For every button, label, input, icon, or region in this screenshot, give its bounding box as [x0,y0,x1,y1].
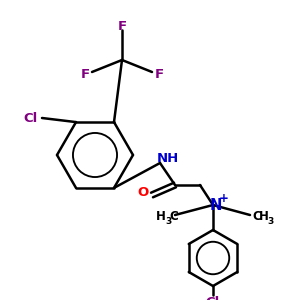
Text: F: F [80,68,90,82]
Text: H: H [156,211,166,224]
Text: +: + [219,193,229,206]
Text: N: N [210,199,222,214]
Text: Cl: Cl [23,112,37,124]
Text: 3: 3 [268,217,274,226]
Text: Cl: Cl [206,296,220,300]
Text: F: F [154,68,164,82]
Text: O: O [137,187,148,200]
Text: H: H [259,211,269,224]
Text: C: C [253,211,261,224]
Text: NH: NH [157,152,179,164]
Text: 3: 3 [165,217,171,226]
Text: F: F [117,20,127,32]
Text: C: C [169,211,178,224]
